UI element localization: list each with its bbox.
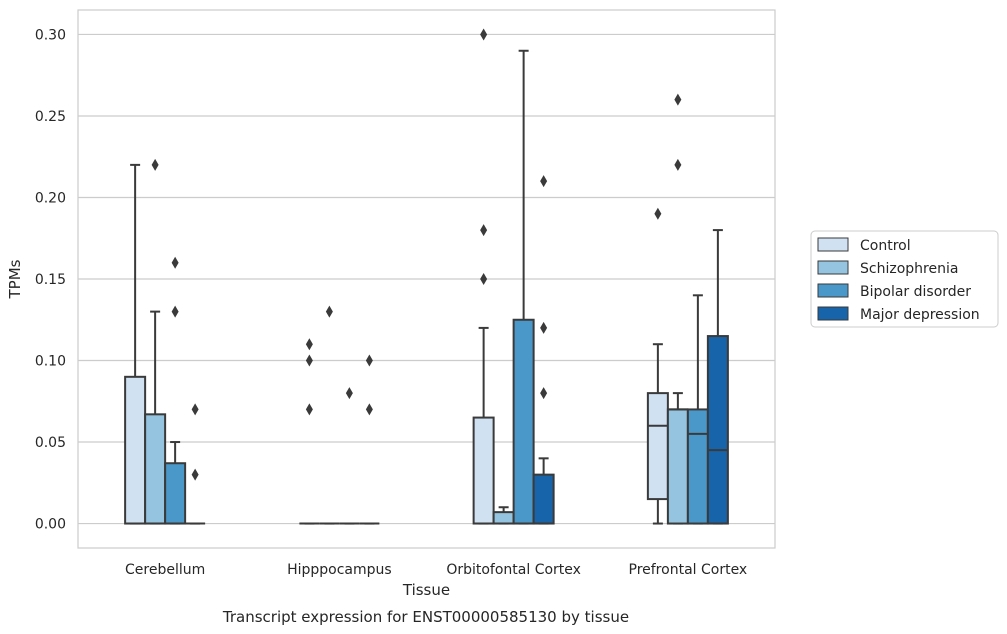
x-axis-label: Tissue — [402, 581, 450, 599]
box-control — [124, 163, 147, 525]
outlier-point — [674, 158, 682, 171]
y-tick-label: 0.10 — [35, 354, 66, 370]
legend-frame — [810, 230, 999, 328]
box-body — [706, 335, 729, 525]
grid-lines — [78, 33, 775, 525]
y-axis-label: TPMs — [6, 259, 24, 299]
y-tick-label: 0.15 — [35, 272, 66, 288]
outlier-point — [654, 207, 662, 220]
outlier-point — [540, 387, 548, 400]
box-body — [144, 413, 167, 525]
box-bipolar-disorder — [339, 387, 360, 525]
outlier-point — [191, 468, 199, 481]
plot-frame — [77, 9, 776, 549]
box-body — [686, 408, 709, 525]
box-body — [164, 462, 187, 525]
box-major-depression — [532, 175, 555, 525]
outlier-point — [171, 305, 179, 318]
outlier-point — [365, 354, 373, 367]
box-body — [666, 408, 689, 525]
outlier-point — [305, 338, 313, 351]
box-major-depression — [185, 403, 206, 525]
box-bipolar-disorder — [164, 256, 187, 525]
chart-caption: Transcript expression for ENST0000058513… — [222, 608, 629, 626]
box-schizophrenia — [144, 158, 167, 525]
outlier-point — [540, 321, 548, 334]
y-tick-labels: 0.00 0.05 0.10 0.15 0.20 0.25 0.30 — [35, 27, 66, 532]
outlier-point — [151, 158, 159, 171]
legend-swatch — [817, 260, 849, 275]
outlier-point — [480, 273, 488, 285]
outlier-point — [365, 403, 373, 416]
legend-label: Schizophrenia — [860, 261, 958, 277]
legend-swatch — [817, 237, 849, 252]
outlier-point — [305, 403, 313, 416]
outlier-point — [345, 387, 353, 400]
box-bipolar-disorder — [512, 49, 535, 525]
box-bipolar-disorder — [686, 294, 709, 525]
plot-area — [124, 28, 729, 525]
box-control — [472, 28, 495, 525]
legend: Control Schizophrenia Bipolar disorder Majo… — [810, 230, 999, 328]
outlier-point — [480, 28, 488, 41]
outlier-point — [674, 93, 682, 106]
y-tick-label: 0.30 — [35, 27, 66, 43]
x-tick-labels: Cerebellum Hipppocampus Orbitofontal Corte… — [125, 562, 747, 578]
x-tick-label: Prefrontal Cortex — [629, 562, 748, 578]
outlier-point — [171, 256, 179, 269]
outlier-point — [325, 305, 333, 318]
y-tick-label: 0.25 — [35, 109, 66, 125]
box-body — [532, 473, 555, 525]
box-control — [299, 338, 320, 525]
box-schizophrenia — [666, 93, 689, 525]
outlier-point — [305, 354, 313, 367]
x-tick-label: Hipppocampus — [287, 562, 392, 578]
legend-swatch — [817, 283, 849, 298]
y-tick-label: 0.00 — [35, 517, 66, 533]
box-body — [646, 392, 669, 501]
outlier-point — [191, 403, 199, 416]
outlier-point — [480, 224, 488, 237]
box-body — [472, 416, 495, 525]
x-tick-label: Cerebellum — [125, 562, 205, 578]
box-body — [492, 511, 515, 525]
x-tick-label: Orbitofontal Cortex — [446, 562, 581, 578]
y-tick-label: 0.20 — [35, 190, 66, 206]
box-schizophrenia — [319, 305, 340, 525]
box-body — [512, 318, 535, 525]
box-major-depression — [706, 229, 729, 525]
y-tick-label: 0.05 — [35, 435, 66, 451]
legend-label: Major depression — [860, 307, 980, 323]
box-major-depression — [359, 354, 380, 525]
outlier-point — [540, 175, 548, 188]
box-body — [124, 375, 147, 525]
box-control — [646, 207, 669, 525]
legend-label: Bipolar disorder — [860, 284, 971, 300]
legend-label: Control — [860, 238, 911, 254]
legend-swatch — [817, 306, 849, 321]
box-schizophrenia — [492, 506, 515, 525]
